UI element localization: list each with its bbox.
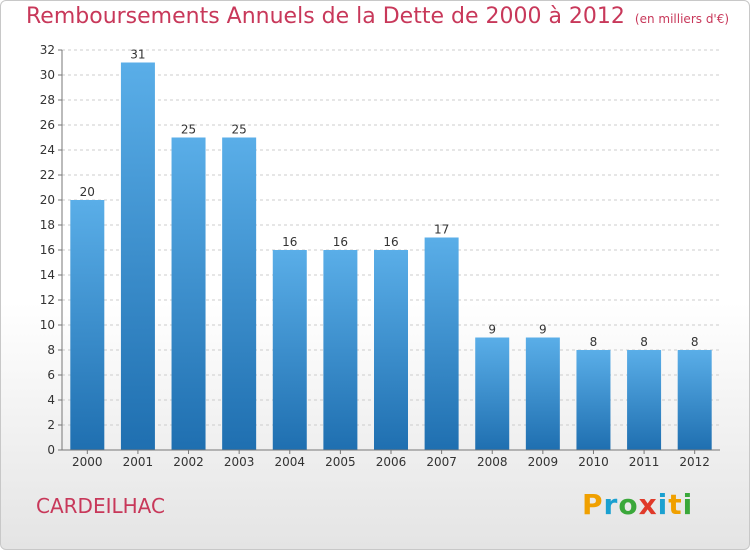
x-tick-label: 2000 [72, 455, 103, 469]
bar-2005 [323, 250, 358, 450]
unit-note: (en milliers d'€) [634, 12, 730, 26]
y-tick-label: 12 [40, 293, 55, 307]
y-tick-label: 20 [40, 193, 55, 207]
y-tick-label: 32 [40, 43, 55, 57]
y-tick-label: 2 [47, 418, 55, 432]
data-label: 17 [434, 223, 449, 237]
chart-title-text: Remboursements Annuels de la Dette de 20… [26, 4, 625, 29]
x-tick-label: 2005 [325, 455, 356, 469]
y-tick-label: 10 [40, 318, 55, 332]
data-label: 8 [590, 335, 598, 349]
y-tick-label: 24 [40, 143, 55, 157]
x-tick-label: 2012 [679, 455, 710, 469]
bar-2008 [475, 337, 510, 450]
proxiti-logo: Proxiti [582, 488, 694, 521]
bar-2003 [222, 137, 257, 450]
data-label: 16 [282, 235, 297, 249]
x-tick-label: 2009 [528, 455, 559, 469]
bar-2001 [120, 62, 155, 450]
data-label: 8 [691, 335, 699, 349]
y-tick-label: 18 [40, 218, 55, 232]
y-tick-label: 16 [40, 243, 55, 257]
x-tick-label: 2008 [477, 455, 508, 469]
bar-2010 [576, 350, 611, 450]
bar-2004 [272, 250, 307, 450]
y-tick-label: 30 [40, 68, 55, 82]
y-tick-label: 28 [40, 93, 55, 107]
bar-2000 [70, 200, 105, 450]
x-tick-label: 2011 [629, 455, 660, 469]
data-label: 9 [539, 323, 547, 337]
data-label: 25 [232, 123, 247, 137]
y-tick-label: 4 [47, 393, 55, 407]
x-tick-label: 2007 [426, 455, 457, 469]
x-tick-label: 2006 [376, 455, 407, 469]
bar-2011 [627, 350, 662, 450]
y-tick-label: 14 [40, 268, 55, 282]
x-tick-label: 2004 [274, 455, 305, 469]
data-label: 31 [130, 48, 145, 62]
y-tick-label: 0 [47, 443, 55, 457]
commune-name: CARDEILHAC [36, 494, 165, 518]
bar-2002 [171, 137, 206, 450]
data-label: 8 [640, 335, 648, 349]
y-tick-label: 8 [47, 343, 55, 357]
data-label: 9 [488, 323, 496, 337]
y-tick-label: 6 [47, 368, 55, 382]
bar-2006 [374, 250, 408, 450]
x-tick-label: 2010 [578, 455, 609, 469]
data-label: 20 [80, 185, 95, 199]
chart-title: Remboursements Annuels de la Dette de 20… [26, 4, 729, 29]
x-tick-label: 2003 [224, 455, 255, 469]
data-label: 16 [333, 235, 348, 249]
bar-2012 [677, 350, 712, 450]
bar-2007 [424, 237, 459, 450]
data-label: 25 [181, 123, 196, 137]
x-tick-label: 2001 [123, 455, 154, 469]
y-tick-label: 26 [40, 118, 55, 132]
data-label: 16 [383, 235, 398, 249]
bar-2009 [525, 337, 560, 450]
x-tick-label: 2002 [173, 455, 204, 469]
y-tick-label: 22 [40, 168, 55, 182]
